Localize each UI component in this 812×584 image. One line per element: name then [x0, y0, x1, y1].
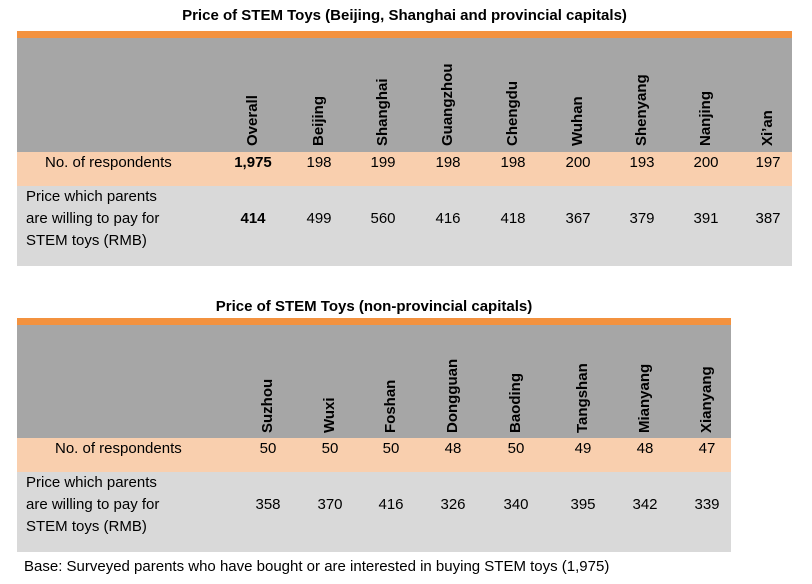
- price-cell: 416: [378, 496, 404, 513]
- respondents-cell: 50: [382, 440, 400, 457]
- table1-top-bar: [17, 31, 792, 38]
- price-cell: 387: [755, 210, 781, 227]
- table1-respondents-row: No. of respondents 1,975 198 199 198 198 200 1…: [17, 152, 792, 186]
- base-note: Base: Surveyed parents who have bought o…: [24, 558, 610, 575]
- column-header: Shenyang: [633, 74, 650, 146]
- price-cell: 391: [693, 210, 719, 227]
- respondents-cell: 198: [435, 154, 461, 171]
- table1-title: Price of STEM Toys (Beijing, Shanghai an…: [182, 7, 627, 24]
- price-cell: 339: [694, 496, 720, 513]
- table2-title: Price of STEM Toys (non-provincial capit…: [215, 298, 533, 315]
- table1-price-row: Price which parents are willing to pay f…: [17, 186, 792, 266]
- respondents-cell: 198: [306, 154, 332, 171]
- column-header: Mianyang: [636, 363, 653, 433]
- price-label-line: STEM toys (RMB): [26, 232, 147, 249]
- respondents-cell: 50: [259, 440, 277, 457]
- price-label-line: are willing to pay for: [26, 210, 160, 227]
- table2-header: Suzhou Wuxi Foshan Dongguan Baoding Tangshan M…: [17, 325, 731, 438]
- price-cell: 395: [570, 496, 596, 513]
- respondents-cell: 193: [629, 154, 655, 171]
- respondents-cell: 48: [444, 440, 462, 457]
- respondents-cell: 49: [574, 440, 592, 457]
- respondents-cell: 50: [321, 440, 339, 457]
- respondents-label: No. of respondents: [45, 154, 172, 171]
- respondents-cell: 197: [755, 154, 781, 171]
- respondents-cell: 50: [507, 440, 525, 457]
- respondents-cell: 199: [370, 154, 396, 171]
- price-cell: 370: [317, 496, 343, 513]
- table2-top-bar: [17, 318, 731, 325]
- price-label-line: Price which parents: [26, 474, 157, 491]
- price-cell: 379: [629, 210, 655, 227]
- price-label-line: Price which parents: [26, 188, 157, 205]
- price-cell: 340: [503, 496, 529, 513]
- respondents-cell: 198: [500, 154, 526, 171]
- table1-header: Overall Beijing Shanghai Guangzhou Chengdu Wu…: [17, 38, 792, 152]
- price-cell: 367: [565, 210, 591, 227]
- respondents-cell: 200: [693, 154, 719, 171]
- column-header: Chengdu: [504, 81, 521, 146]
- column-header: Suzhou: [259, 378, 276, 433]
- price-label: Price which parents are willing to pay f…: [26, 186, 159, 252]
- table2-price-row: Price which parents are willing to pay f…: [17, 472, 731, 552]
- table1: Overall Beijing Shanghai Guangzhou Chengdu Wu…: [17, 31, 792, 266]
- column-header: Dongguan: [444, 358, 461, 433]
- column-header: Foshan: [382, 379, 399, 433]
- column-header: Xianyang: [698, 366, 715, 433]
- respondents-cell: 1,975: [234, 154, 272, 171]
- price-label-line: STEM toys (RMB): [26, 518, 147, 535]
- price-cell: 414: [240, 210, 266, 227]
- table2: Suzhou Wuxi Foshan Dongguan Baoding Tangshan M…: [17, 318, 731, 552]
- respondents-label: No. of respondents: [55, 440, 182, 457]
- column-header: Wuxi: [321, 397, 338, 433]
- price-cell: 499: [306, 210, 332, 227]
- column-header: Shanghai: [374, 78, 391, 146]
- respondents-cell: 200: [565, 154, 591, 171]
- table2-respondents-row: No. of respondents 50 50 50 48 50 49 48 47: [17, 438, 731, 472]
- column-header: Overall: [244, 95, 261, 146]
- price-cell: 358: [255, 496, 281, 513]
- column-header: Tangshan: [574, 363, 591, 433]
- column-header: Beijing: [310, 95, 327, 146]
- column-header: Nanjing: [697, 91, 714, 146]
- price-cell: 342: [632, 496, 658, 513]
- price-cell: 416: [435, 210, 461, 227]
- respondents-cell: 48: [636, 440, 654, 457]
- price-cell: 560: [370, 210, 396, 227]
- price-cell: 418: [500, 210, 526, 227]
- price-label: Price which parents are willing to pay f…: [26, 472, 159, 538]
- column-header: Baoding: [507, 373, 524, 433]
- price-cell: 326: [440, 496, 466, 513]
- price-label-line: are willing to pay for: [26, 496, 160, 513]
- column-header: Xi’an: [759, 110, 776, 146]
- column-header: Wuhan: [569, 96, 586, 146]
- respondents-cell: 47: [698, 440, 716, 457]
- column-header: Guangzhou: [439, 63, 456, 147]
